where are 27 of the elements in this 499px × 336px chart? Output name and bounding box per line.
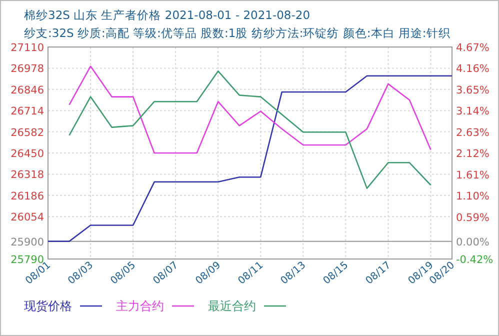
y2-tick-label: 1.61% [456, 169, 490, 182]
y2-tick-label: 2.63% [456, 126, 490, 139]
y2-tick-label: 2.12% [456, 148, 490, 160]
y2-tick-label: 0.00% [456, 236, 490, 249]
legend-label: 主力合约 [116, 299, 164, 313]
y-tick-label: 26054 [10, 212, 44, 224]
y-tick-label: 26978 [10, 63, 44, 76]
y-tick-label: 25790 [10, 254, 44, 266]
legend-label: 现货价格 [24, 299, 72, 313]
y-tick-label: 26450 [10, 148, 44, 160]
chart-subtitle: 纱支:32S 纱质:高配 等级:优等品 股数:1股 纺纱方法:环锭纺 颜色:本白 用途:针织 [24, 26, 450, 40]
y-tick-label: 27110 [10, 42, 44, 54]
y2-tick-label: -0.42% [456, 254, 494, 266]
y-tick-label: 26846 [10, 84, 44, 96]
y2-tick-label: 3.14% [456, 106, 490, 118]
y-tick-label: 26318 [10, 169, 44, 182]
y-tick-label: 26714 [10, 106, 44, 118]
chart-title: 棉纱32S 山东 生产者价格 2021-08-01 - 2021-08-20 [24, 8, 310, 22]
y2-tick-label: 3.65% [456, 84, 490, 96]
y-tick-label: 26186 [10, 190, 44, 202]
y-tick-label: 25900 [10, 236, 44, 248]
legend-label: 最近合约 [208, 299, 256, 313]
y-tick-label: 26582 [10, 126, 44, 139]
y2-tick-label: 1.10% [456, 190, 490, 203]
y2-tick-label: 4.67% [456, 42, 490, 54]
y2-tick-label: 0.59% [456, 212, 490, 224]
y2-tick-label: 4.16% [456, 63, 490, 76]
